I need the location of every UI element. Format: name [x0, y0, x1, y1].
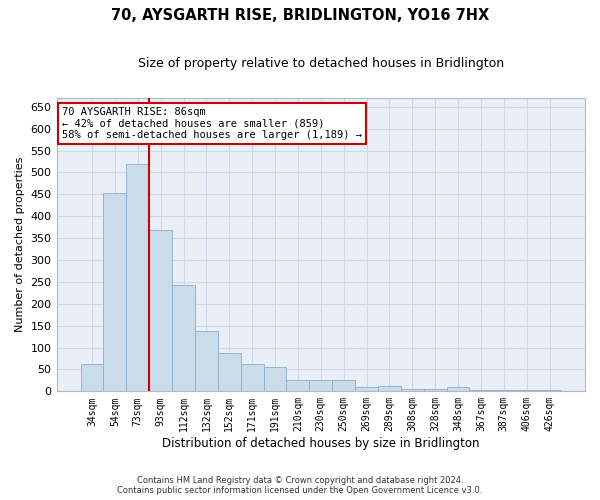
Bar [218, 353, 241, 392]
Bar [310, 380, 332, 392]
Bar [263, 368, 286, 392]
Text: Contains HM Land Registry data © Crown copyright and database right 2024.
Contai: Contains HM Land Registry data © Crown c… [118, 476, 482, 495]
Y-axis label: Number of detached properties: Number of detached properties [15, 157, 25, 332]
Bar [493, 390, 515, 392]
Bar [241, 364, 263, 392]
Bar [355, 387, 378, 392]
Text: 70 AYSGARTH RISE: 86sqm
← 42% of detached houses are smaller (859)
58% of semi-d: 70 AYSGARTH RISE: 86sqm ← 42% of detache… [62, 107, 362, 140]
Bar [378, 386, 401, 392]
Title: Size of property relative to detached houses in Bridlington: Size of property relative to detached ho… [138, 58, 504, 70]
Bar [149, 230, 172, 392]
Bar [127, 164, 149, 392]
X-axis label: Distribution of detached houses by size in Bridlington: Distribution of detached houses by size … [162, 437, 479, 450]
Bar [469, 390, 493, 392]
Bar [538, 390, 561, 392]
Bar [332, 380, 355, 392]
Bar [424, 388, 446, 392]
Bar [195, 331, 218, 392]
Text: 70, AYSGARTH RISE, BRIDLINGTON, YO16 7HX: 70, AYSGARTH RISE, BRIDLINGTON, YO16 7HX [111, 8, 489, 22]
Bar [515, 390, 538, 392]
Bar [286, 380, 310, 392]
Bar [80, 364, 103, 392]
Bar [172, 286, 195, 392]
Bar [103, 194, 127, 392]
Bar [401, 388, 424, 392]
Bar [446, 387, 469, 392]
